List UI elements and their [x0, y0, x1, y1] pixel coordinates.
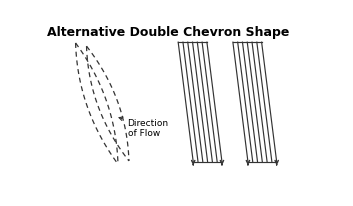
Text: Direction
of Flow: Direction of Flow — [119, 117, 169, 138]
Text: Alternative Double Chevron Shape: Alternative Double Chevron Shape — [47, 26, 289, 39]
